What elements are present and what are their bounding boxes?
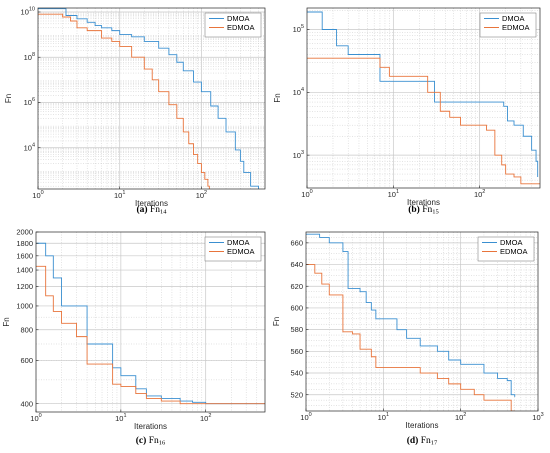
x-tick-label: 101: [378, 412, 389, 422]
axes-frame: [306, 7, 541, 189]
axes-frame: [305, 231, 539, 412]
y-tick-label: 620: [290, 282, 303, 291]
y-tick-label: 600: [20, 356, 33, 365]
x-tick-label: 100: [30, 413, 41, 423]
y-axis-label: Fn: [2, 317, 11, 326]
x-tick-label: 101: [114, 190, 125, 200]
series-line-edmoa: [38, 13, 210, 189]
legend-box: [204, 236, 262, 262]
panel-c: 100 101 102 400 600 800 1000 1200 1400 1600 1800 20…: [2, 228, 266, 447]
y-tick-label: 540: [290, 369, 303, 378]
y-tick-label: 108: [24, 52, 35, 62]
y-tick-label: 105: [293, 24, 304, 34]
series-group: [36, 242, 265, 405]
plot-area: [36, 232, 265, 412]
legend-label-edmoa: EDMOA: [500, 247, 528, 256]
grid-lines: [307, 8, 540, 188]
legend-label-edmoa: EDMOA: [502, 23, 530, 32]
legend-label-dmoa: DMOA: [227, 14, 250, 23]
series-group: [306, 233, 516, 411]
y-tick-label: 1010: [21, 7, 35, 17]
legend-label-edmoa: EDMOA: [227, 247, 255, 256]
x-tick-label: 100: [300, 412, 311, 422]
y-tick-label: 104: [24, 142, 35, 152]
axes-frame: [35, 231, 266, 413]
panel-caption: (c) Fn16: [136, 435, 166, 447]
y-tick-label: 640: [290, 260, 303, 269]
series-line-dmoa: [36, 242, 265, 405]
panel-d: 100 101 102 103 520 540 560 580 600 620 640 660 Iter…: [272, 231, 544, 447]
x-tick-label: 102: [200, 413, 211, 423]
series-line-edmoa: [36, 265, 265, 405]
legend-box: [204, 12, 262, 38]
y-tick-label: 1600: [16, 251, 33, 260]
y-tick-label: 400: [20, 399, 33, 408]
panel-a: 100 101 102 104 106 108 1010 Iterations Fn DMOAED…: [4, 7, 266, 216]
x-tick-label: 103: [532, 412, 543, 422]
x-axis-label: Iterations: [134, 422, 167, 431]
y-tick-label: 800: [20, 325, 33, 334]
y-tick-label: 1400: [16, 266, 33, 275]
series-line-dmoa: [306, 233, 516, 397]
x-tick-label: 102: [196, 190, 207, 200]
plot-area: [307, 8, 540, 188]
series-line-dmoa: [307, 11, 539, 177]
plot-area: [306, 232, 538, 411]
series-line-dmoa: [38, 8, 259, 189]
x-tick-label: 102: [474, 189, 485, 199]
legend-label-dmoa: DMOA: [500, 238, 523, 247]
series-group: [307, 11, 540, 185]
x-axis-label: Iterations: [406, 421, 439, 430]
x-tick-label: 101: [388, 189, 399, 199]
y-tick-label: 1000: [16, 302, 33, 311]
y-tick-label: 106: [24, 97, 35, 107]
y-axis-label: Fn: [273, 93, 282, 102]
y-tick-label: 660: [290, 238, 303, 247]
legend-label-edmoa: EDMOA: [227, 23, 255, 32]
y-tick-label: 520: [290, 390, 303, 399]
panel-caption: (a) Fn14: [137, 204, 168, 216]
series-line-edmoa: [307, 57, 540, 185]
x-tick-label: 101: [115, 413, 126, 423]
y-tick-label: 1200: [16, 282, 33, 291]
legend-box: [479, 12, 537, 38]
y-tick-label: 600: [290, 304, 303, 313]
x-axis-label: Iterations: [407, 198, 440, 207]
legend-label-dmoa: DMOA: [227, 238, 250, 247]
y-tick-label: 580: [290, 325, 303, 334]
series-line-edmoa: [306, 264, 515, 411]
y-tick-label: 1800: [16, 239, 33, 248]
x-tick-label: 100: [32, 190, 43, 200]
y-tick-label: 103: [293, 150, 304, 160]
series-group: [38, 8, 259, 189]
legend-box: [477, 236, 535, 262]
panel-caption: (b) Fn15: [408, 204, 439, 216]
y-tick-label: 560: [290, 347, 303, 356]
x-axis-label: Iterations: [135, 199, 168, 208]
axes-frame: [37, 7, 266, 190]
panel-caption: (d) Fn17: [407, 435, 438, 447]
legend-label-dmoa: DMOA: [502, 14, 525, 23]
y-axis-label: Fn: [4, 94, 13, 103]
y-tick-label: 104: [293, 87, 304, 97]
x-tick-label: 100: [301, 189, 312, 199]
y-axis-label: Fn: [272, 317, 281, 326]
x-tick-label: 102: [455, 412, 466, 422]
y-tick-label: 2000: [16, 228, 33, 237]
